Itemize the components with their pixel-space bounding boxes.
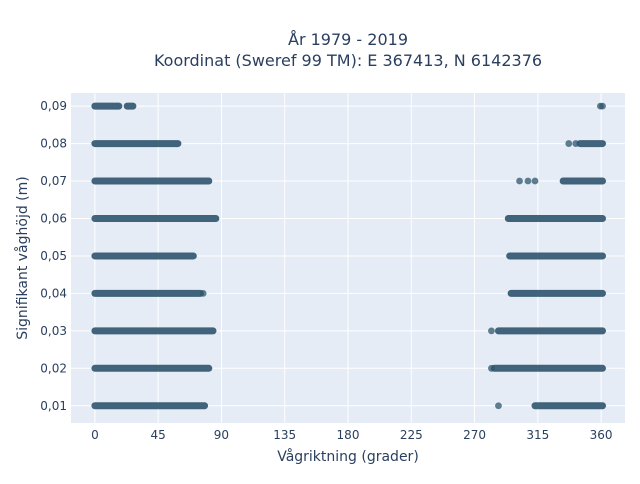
x-tick-label: 135 — [273, 428, 296, 442]
data-band — [91, 177, 607, 185]
y-tick-label: 0,04 — [40, 286, 67, 300]
y-tick-label: 0,01 — [40, 399, 67, 413]
data-point — [516, 177, 523, 185]
data-point — [199, 289, 207, 297]
x-tick-label: 45 — [151, 428, 166, 442]
y-tick-label: 0,07 — [40, 174, 67, 188]
plot-area: 0 45 90 135 180 225 270 315 360 0,01 0,02 0,03 0,04 0… — [40, 93, 625, 442]
data-band — [91, 289, 607, 297]
x-tick-label: 0 — [91, 428, 99, 442]
data-point — [572, 140, 580, 147]
data-point — [531, 177, 539, 185]
data-point — [495, 402, 502, 410]
data-point — [488, 364, 495, 372]
data-point — [524, 177, 532, 185]
data-band — [91, 364, 607, 372]
data-band — [91, 140, 607, 148]
x-tick-label: 180 — [337, 428, 360, 442]
x-tick-label: 270 — [463, 428, 486, 442]
chart-title-line2: Koordinat (Sweref 99 TM): E 367413, N 61… — [154, 51, 542, 70]
chart-title-line1: År 1979 - 2019 — [288, 30, 408, 49]
data-point — [488, 327, 495, 335]
y-tick-label: 0,02 — [40, 361, 67, 375]
y-tick-label: 0,09 — [40, 99, 67, 113]
y-axis-title: Signifikant våghöjd (m) — [14, 176, 31, 339]
x-tick-label: 225 — [400, 428, 423, 442]
x-tick-label: 360 — [590, 428, 613, 442]
y-tick-label: 0,03 — [40, 324, 67, 338]
data-point — [599, 102, 606, 110]
data-band — [91, 402, 607, 410]
data-band — [91, 327, 607, 335]
y-tick-label: 0,06 — [40, 211, 67, 225]
y-tick-label: 0,08 — [40, 137, 67, 151]
x-axis-title: Vågriktning (grader) — [277, 448, 419, 465]
x-tick-label: 315 — [526, 428, 549, 442]
data-point — [565, 140, 573, 147]
y-tick-label: 0,05 — [40, 249, 67, 263]
data-band — [91, 102, 606, 110]
x-tick-label: 90 — [214, 428, 229, 442]
